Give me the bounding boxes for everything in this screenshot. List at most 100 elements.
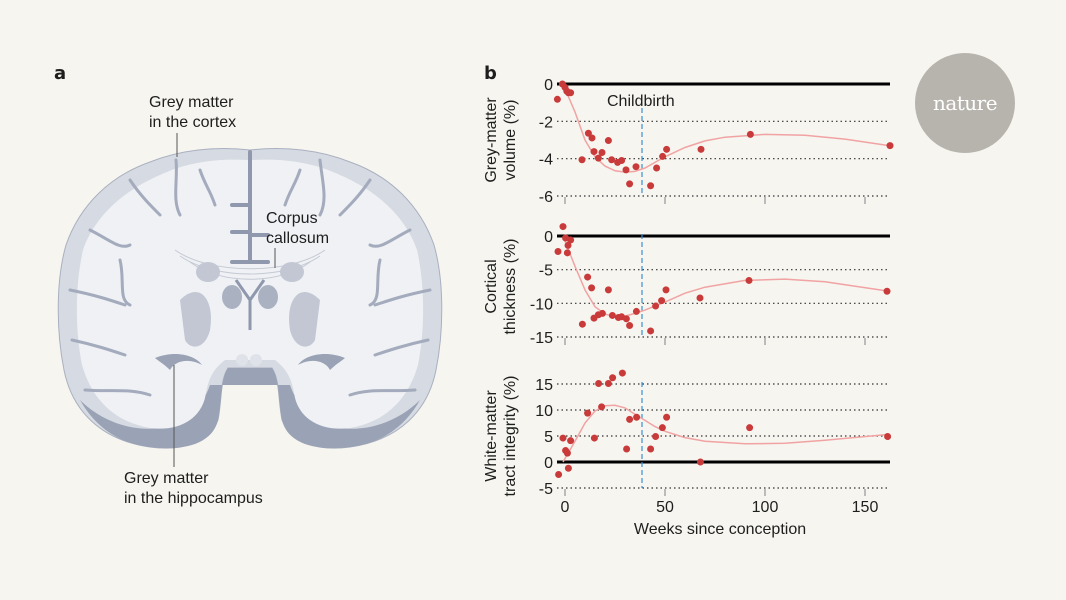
- data-point: [697, 145, 705, 153]
- nature-logo: nature: [915, 53, 1015, 153]
- data-point: [604, 137, 612, 145]
- data-point: [653, 164, 661, 172]
- label-corpus-callosum: Corpus callosum: [266, 209, 329, 249]
- y-axis-label-line: Grey-matter: [483, 97, 500, 183]
- data-point: [886, 142, 894, 150]
- data-point: [604, 286, 612, 294]
- data-point: [588, 134, 596, 142]
- data-point: [658, 424, 666, 432]
- data-point: [663, 145, 671, 153]
- label-corpus-line2: callosum: [266, 230, 330, 247]
- y-tick-label: -15: [530, 330, 553, 347]
- data-point: [626, 180, 634, 188]
- data-point: [884, 433, 892, 441]
- data-point: [559, 223, 567, 231]
- label-corpus-line1: Corpus: [266, 210, 318, 227]
- data-point: [555, 470, 563, 478]
- data-point: [564, 464, 572, 472]
- data-point: [563, 449, 571, 457]
- data-point: [626, 322, 634, 330]
- data-point: [563, 249, 571, 257]
- data-point: [632, 307, 640, 315]
- trend-line: [562, 404, 890, 463]
- label-hippocampus-line1: Grey matter: [124, 470, 209, 487]
- x-tick-label: 150: [852, 499, 879, 516]
- data-point: [663, 413, 671, 421]
- label-cortex: Grey matter in the cortex: [149, 93, 236, 133]
- chart-panel-2: 0 -5 -10 -15 Cortical thickness (%): [483, 223, 891, 347]
- data-point: [696, 294, 704, 302]
- data-point: [626, 415, 634, 423]
- data-point: [647, 445, 655, 453]
- y-tick-label: -5: [539, 481, 553, 498]
- nature-logo-text: nature: [932, 91, 998, 115]
- y-tick-label: 15: [535, 377, 553, 394]
- data-point: [745, 276, 753, 284]
- data-point: [590, 434, 598, 442]
- x-tick-label: 0: [561, 499, 570, 516]
- data-point: [632, 163, 640, 171]
- data-point: [647, 182, 655, 190]
- data-point: [883, 287, 891, 295]
- brain-illustration: [57, 133, 443, 467]
- data-point: [588, 284, 596, 292]
- data-point: [598, 309, 606, 317]
- data-point: [604, 379, 612, 387]
- data-point: [609, 374, 617, 382]
- hippocampus: [155, 354, 345, 370]
- data-point: [623, 445, 631, 453]
- data-point: [746, 424, 754, 432]
- y-axis-label-line: volume (%): [502, 100, 519, 181]
- label-cortex-line1: Grey matter: [149, 94, 234, 111]
- y-tick-label: -4: [539, 152, 553, 169]
- ventricles: [234, 279, 266, 330]
- y-axis-label-line: tract integrity (%): [502, 376, 519, 497]
- label-hippocampus-line2: in the hippocampus: [124, 490, 263, 507]
- data-point: [559, 434, 567, 442]
- y-axis-label-line: thickness (%): [502, 238, 519, 334]
- data-point: [567, 89, 575, 97]
- sulci: [68, 158, 432, 397]
- childbirth-label: Childbirth: [607, 93, 675, 110]
- y-axis-label: Grey-matter volume (%): [483, 97, 519, 183]
- y-tick-label: 10: [535, 403, 553, 420]
- y-axis-label-line: Cortical: [483, 259, 500, 313]
- x-tick-label: 100: [752, 499, 779, 516]
- data-point: [622, 315, 630, 323]
- data-point: [590, 148, 598, 156]
- y-tick-label: 0: [544, 229, 553, 246]
- data-point: [584, 273, 592, 281]
- data-point: [647, 327, 655, 335]
- y-tick-label: -10: [530, 296, 553, 313]
- data-point: [652, 302, 660, 310]
- data-point: [618, 157, 626, 165]
- y-tick-label: -5: [539, 263, 553, 280]
- data-point: [567, 236, 575, 244]
- data-point: [696, 458, 704, 466]
- y-axis-label: White-matter tract integrity (%): [483, 376, 519, 497]
- panel-a-letter: a: [54, 63, 67, 84]
- data-point: [652, 433, 660, 441]
- data-point: [553, 95, 561, 103]
- panel-b-letter: b: [484, 63, 497, 84]
- data-point: [633, 413, 641, 421]
- data-point: [567, 437, 575, 445]
- data-point: [622, 166, 630, 174]
- y-tick-label: 0: [544, 455, 553, 472]
- data-point: [746, 130, 754, 138]
- data-point: [594, 154, 602, 162]
- label-cortex-line2: in the cortex: [149, 114, 237, 131]
- y-tick-label: -6: [539, 189, 553, 206]
- data-point: [578, 320, 586, 328]
- x-axis-label: Weeks since conception: [634, 521, 806, 538]
- data-point: [658, 297, 666, 305]
- data-point: [564, 241, 572, 249]
- trend-line: [562, 235, 890, 318]
- data-point: [584, 409, 592, 417]
- longitudinal-fissure: [230, 150, 270, 264]
- data-point: [608, 156, 616, 164]
- data-point: [554, 247, 562, 255]
- y-tick-label: 0: [544, 77, 553, 94]
